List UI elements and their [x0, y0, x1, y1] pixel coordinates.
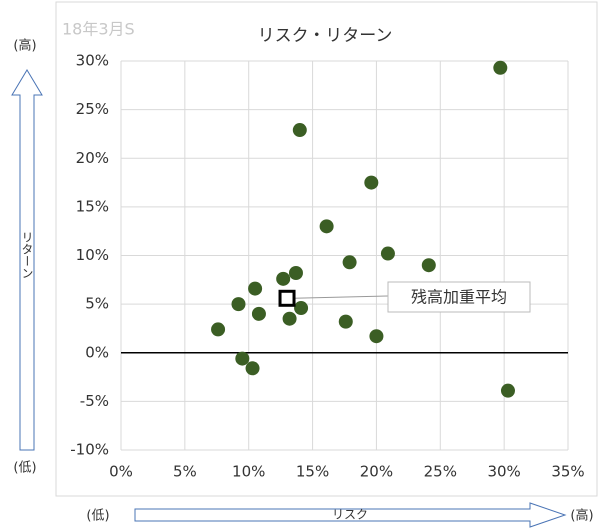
x-tick-label: 30%: [487, 463, 520, 481]
x-axis-label: リスク: [332, 508, 368, 522]
x-tick-label: 0%: [109, 463, 133, 481]
point: [500, 383, 515, 398]
y-low-label: (低): [13, 461, 36, 476]
annotation-label: 残高加重平均: [411, 288, 507, 307]
point: [342, 255, 357, 270]
point: [248, 281, 263, 296]
y-tick-label: -10%: [70, 441, 109, 459]
y-axis-arrow: [11, 69, 43, 451]
x-tick-label: 20%: [360, 463, 393, 481]
point: [276, 271, 291, 286]
point: [338, 314, 353, 329]
chart-frame: [55, 1, 598, 497]
point: [211, 322, 226, 337]
y-tick-label: 30%: [76, 52, 109, 70]
point: [421, 258, 436, 273]
y-tick-label: -5%: [80, 392, 109, 410]
y-axis-label: リターン: [20, 231, 34, 279]
point: [369, 329, 384, 344]
point: [288, 266, 303, 281]
x-high-label: (高): [570, 508, 593, 524]
chart-subtitle: 18年3月S: [62, 20, 135, 39]
point: [282, 311, 297, 326]
y-tick-label: 10%: [76, 246, 109, 264]
point: [231, 297, 246, 312]
x-tick-label: 25%: [424, 463, 457, 481]
point: [294, 301, 309, 316]
annotation-box: [387, 281, 531, 313]
chart-title: リスク・リターン: [258, 26, 393, 46]
point: [251, 306, 266, 321]
weighted-average-point: [278, 289, 296, 307]
y-tick-label: 20%: [76, 149, 109, 167]
point: [493, 60, 508, 75]
x-tick-label: 15%: [296, 463, 329, 481]
y-tick-label: 0%: [85, 343, 109, 361]
x-low-label: (低): [86, 509, 109, 524]
point: [380, 246, 395, 261]
x-tick-label: 10%: [232, 463, 265, 481]
y-tick-label: 15%: [76, 197, 109, 215]
x-axis-arrow: [134, 502, 567, 528]
annotation-leader: [294, 295, 389, 299]
point: [319, 219, 334, 234]
point: [235, 351, 250, 366]
x-tick-label: 5%: [173, 463, 197, 481]
y-tick-label: 25%: [76, 100, 109, 118]
y-tick-label: 5%: [85, 295, 109, 313]
point: [364, 175, 379, 190]
point: [292, 123, 307, 138]
point: [245, 361, 260, 376]
x-tick-label: 35%: [551, 463, 584, 481]
y-high-label: (高): [13, 38, 36, 54]
